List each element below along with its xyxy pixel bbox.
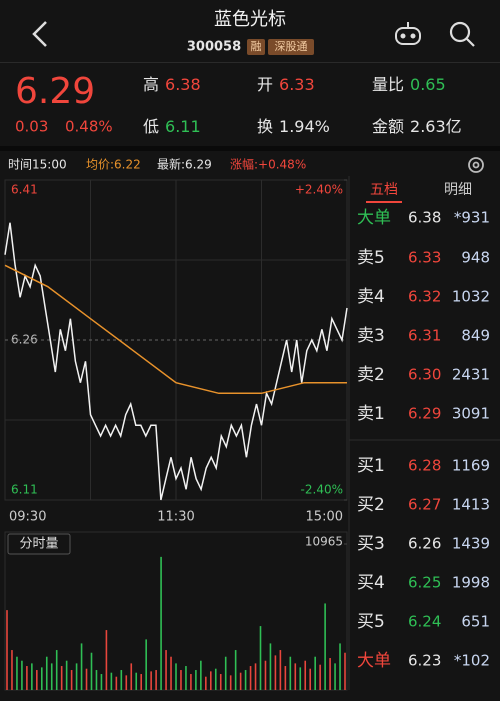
volume-label: 分时量 [19,537,58,552]
badge [268,39,314,55]
row-price: 6.23 [408,652,441,670]
row-label: 买5 [357,612,385,632]
row-label: 买4 [357,573,385,593]
quote-field: 低 6.11 [143,117,201,136]
quote-field: 换 1.94% [257,117,330,136]
row-label: 买3 [357,534,385,554]
y-tick-label: 6.11 [11,483,38,497]
row-volume: 1439 [452,535,490,553]
change-pct: 0.48% [65,118,113,136]
row-price: 6.33 [408,249,441,267]
row-volume: 2431 [452,366,490,384]
row-price: 6.28 [408,457,441,475]
row-label: 卖2 [357,365,385,385]
x-tick-label: 11:30 [157,510,194,525]
stock-name: 蓝色光标 [214,9,286,30]
y-tick-label: 6.41 [11,183,38,197]
quote-field: 开 6.33 [257,75,315,94]
row-volume: 1413 [452,496,490,514]
badge [247,39,265,55]
field-value: 6.33 [279,75,315,94]
field-value: 2.63亿 [410,117,462,136]
field-label: 开 [257,75,273,94]
last-price: 6.29 [15,71,95,112]
info-avg: 均价:6.22 [86,158,141,172]
field-value: 6.11 [165,117,201,136]
y2-tick-label: -2.40% [301,483,343,497]
row-price: 6.25 [408,574,441,592]
y2-tick-label: +2.40% [295,183,343,197]
field-label: 高 [143,75,159,94]
price-line [4,222,348,501]
avg-line [4,264,347,395]
field-label: 量比 [372,75,404,94]
row-price: 6.29 [408,405,441,423]
row-price: 6.27 [408,496,441,514]
robot-icon[interactable] [395,22,421,45]
volume-tick-label: 10965 [305,535,343,549]
badge-text: 深股通 [275,40,308,53]
row-volume: 1998 [452,574,490,592]
row-label: 卖1 [357,404,385,424]
field-value: 1.94% [279,117,330,136]
tab-underline [366,201,402,203]
row-price: 6.32 [408,288,441,306]
info-time: 时间15:00 [8,158,67,172]
stock-code: 300058 [187,40,241,55]
row-price: 6.30 [408,366,441,384]
search-icon[interactable] [449,21,475,47]
x-tick-label: 09:30 [9,510,46,525]
row-volume: 948 [461,249,490,267]
row-volume: 3091 [452,405,490,423]
tab: 五档 [370,182,398,198]
field-label: 金额 [372,117,404,136]
divider [0,146,500,151]
row-label: 大单 [357,208,391,228]
row-label: 卖3 [357,326,385,346]
quote-field: 金额 2.63亿 [372,117,462,136]
row-label: 卖4 [357,287,385,307]
row-volume: *102 [454,652,490,670]
row-label: 买1 [357,456,385,476]
row-label: 大单 [357,651,391,671]
row-volume: *931 [454,209,490,227]
row-volume: 849 [461,327,490,345]
info-latest: 最新:6.29 [157,157,212,172]
row-volume: 1169 [452,457,490,475]
row-price: 6.38 [408,209,441,227]
field-value: 6.38 [165,75,201,94]
row-price: 6.31 [408,327,441,345]
back-button[interactable] [32,21,47,47]
field-label: 换 [257,117,273,136]
row-price: 6.26 [408,535,441,553]
row-label: 买2 [357,495,385,515]
field-label: 低 [143,117,159,136]
row-label: 卖5 [357,248,385,268]
quote-field: 高 6.38 [143,75,201,94]
row-volume: 651 [461,613,490,631]
row-price: 6.24 [408,613,441,631]
badge-text: 融 [251,40,262,53]
volume-label-box [7,533,71,555]
x-tick-label: 15:00 [306,510,343,525]
info-pct: 涨幅:+0.48% [230,157,306,172]
quote-field: 量比 0.65 [372,75,446,94]
settings-icon[interactable] [468,157,484,173]
tab: 明细 [444,182,472,198]
row-volume: 1032 [452,288,490,306]
change: 0.03 [15,118,48,136]
divider [0,62,500,63]
field-value: 0.65 [410,75,446,94]
